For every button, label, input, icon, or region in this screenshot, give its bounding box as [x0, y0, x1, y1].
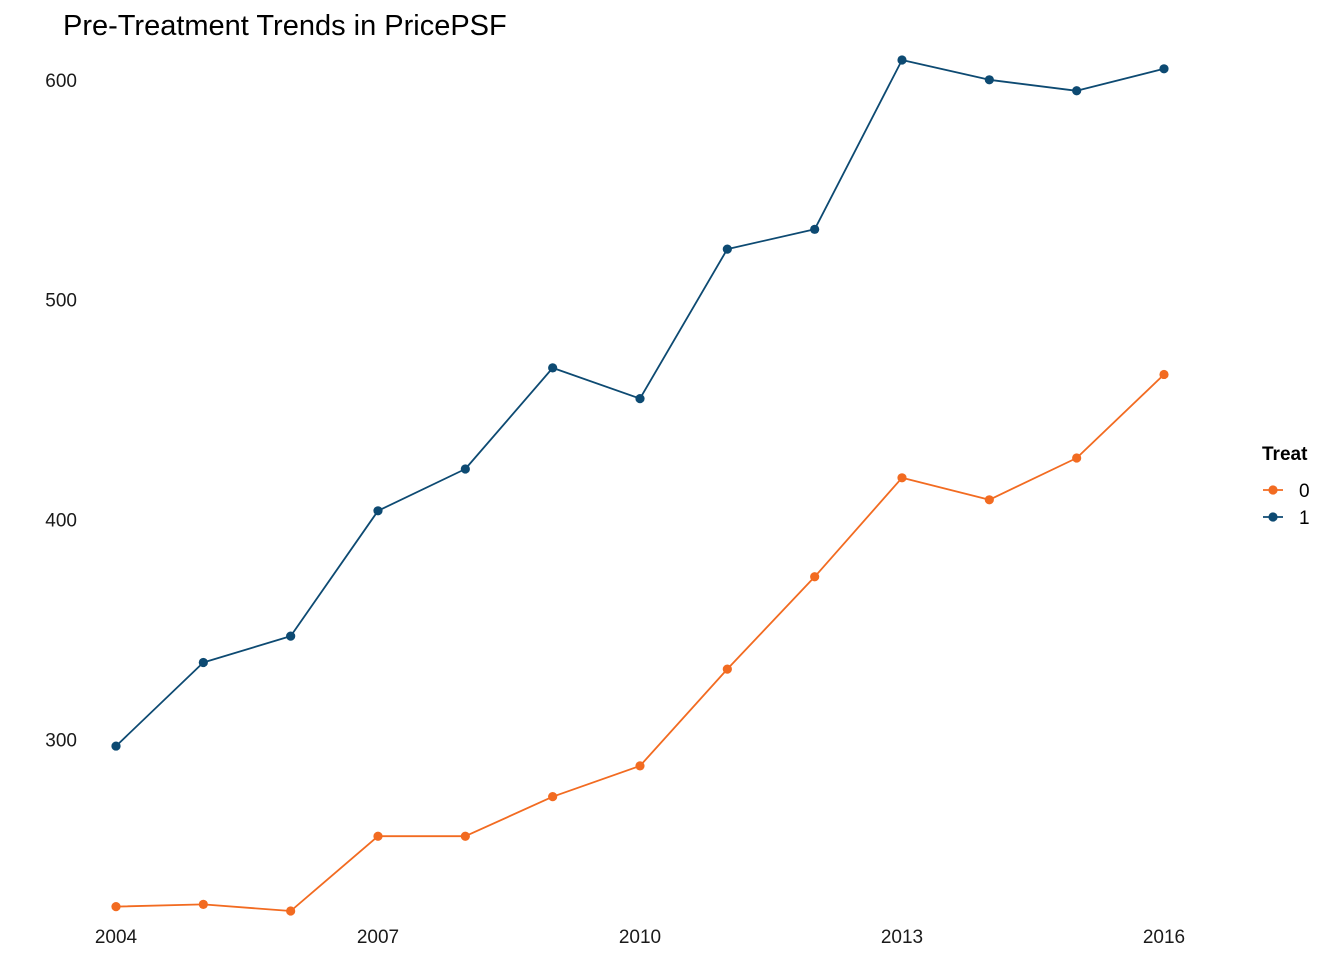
data-point: [198, 657, 208, 668]
data-point: [722, 244, 732, 254]
x-tick-label: 2016: [1143, 927, 1185, 948]
x-tick-label: 2010: [619, 927, 661, 948]
x-tick-label: 2004: [95, 927, 138, 948]
series-line: [115, 373, 1165, 912]
legend-title: Treat: [1262, 444, 1308, 465]
y-tick-label: 400: [45, 511, 77, 532]
data-point: [810, 572, 820, 582]
data-point: [897, 55, 907, 65]
x-axis: 2004 2007 2010 2013 2016: [95, 927, 1185, 948]
data-point: [286, 906, 296, 916]
legend: Treat 0 1: [1262, 444, 1310, 529]
data-point: [1159, 64, 1169, 74]
data-point: [460, 464, 470, 474]
y-tick-label: 300: [45, 730, 77, 751]
data-point: [373, 831, 383, 841]
x-tick-label: 2007: [357, 927, 399, 948]
data-point: [111, 741, 121, 751]
y-tick-label: 600: [45, 71, 77, 92]
series-0: [111, 369, 1169, 916]
legend-label: 0: [1299, 481, 1310, 502]
data-point: [635, 394, 645, 404]
data-point: [286, 631, 296, 641]
data-point: [1159, 369, 1169, 380]
data-point: [373, 506, 383, 516]
data-point: [460, 831, 470, 841]
legend-item: 0: [1263, 481, 1310, 502]
data-point: [548, 363, 558, 373]
y-tick-label: 500: [45, 291, 77, 312]
data-point: [897, 473, 907, 483]
data-point: [635, 761, 645, 771]
legend-key-point: [1268, 485, 1278, 495]
data-point: [1072, 86, 1082, 96]
data-point: [810, 224, 820, 234]
legend-item: 1: [1263, 508, 1310, 529]
data-point: [198, 899, 208, 910]
series-1: [111, 55, 1169, 751]
data-point: [984, 495, 994, 505]
data-point: [111, 902, 121, 912]
x-tick-label: 2013: [881, 927, 923, 948]
legend-key-point: [1268, 512, 1278, 522]
chart-title: Pre-Treatment Trends in PricePSF: [63, 10, 507, 42]
y-axis: 300 400 500 600: [45, 71, 77, 752]
data-point: [722, 664, 732, 674]
data-point: [984, 75, 994, 85]
data-point: [1072, 453, 1082, 463]
data-point: [548, 792, 558, 802]
legend-label: 1: [1299, 508, 1310, 529]
series-layer: [111, 55, 1169, 916]
